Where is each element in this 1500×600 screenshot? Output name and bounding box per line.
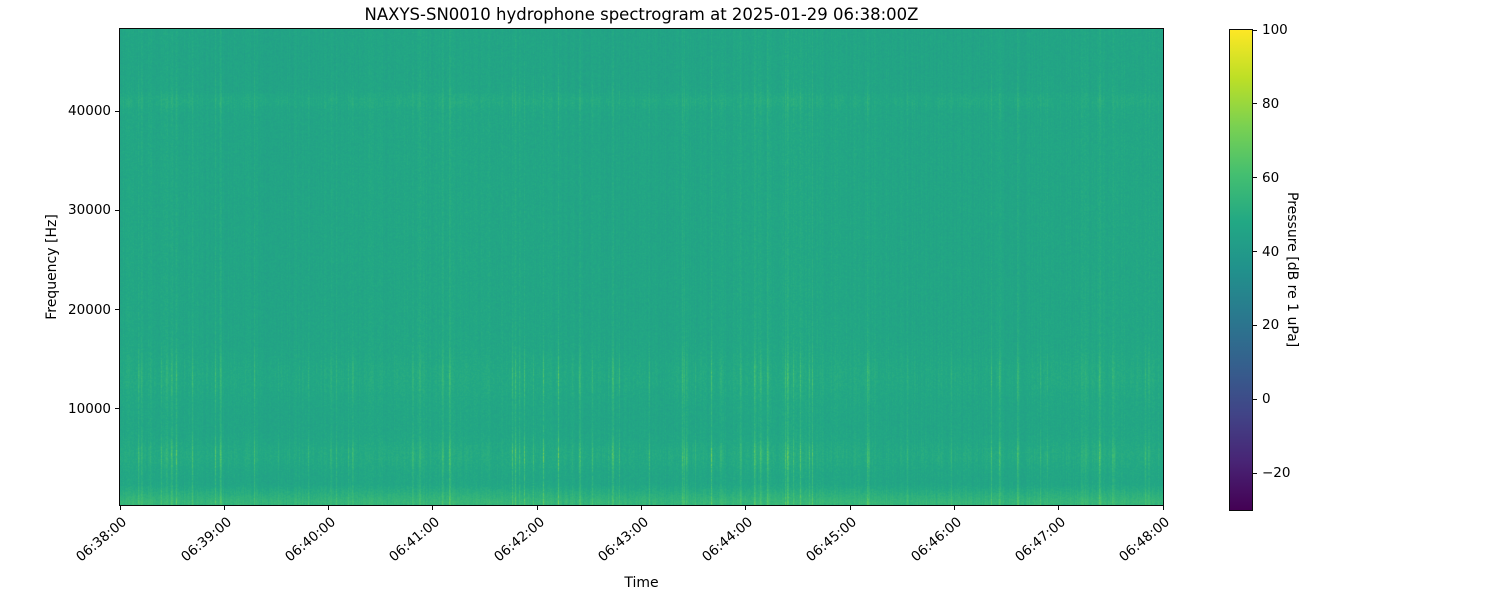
y-tick-mark: [115, 110, 119, 112]
colorbar-label: Pressure [dB re 1 uPa]: [1284, 192, 1300, 348]
y-axis-tick-label: 30000: [68, 202, 111, 219]
x-axis-tick-label: 06:47:00: [1012, 514, 1069, 566]
x-tick-mark: [641, 506, 642, 510]
x-axis-tick-label: 06:41:00: [386, 514, 444, 566]
plot-area: [119, 28, 1164, 506]
x-tick-mark: [849, 506, 851, 510]
x-tick-mark: [745, 506, 747, 510]
y-axis-label: Frequency [Hz]: [44, 214, 60, 320]
x-tick-mark: [119, 506, 121, 510]
x-axis-label: Time: [624, 575, 659, 591]
y-tick-mark: [115, 209, 119, 211]
colorbar-tick-label: 60: [1262, 169, 1280, 186]
colorbar-tick-mark: [1253, 398, 1257, 400]
x-axis-tick-label: 06:38:00: [73, 514, 131, 566]
x-tick-mark: [536, 506, 538, 510]
colorbar: [1229, 29, 1253, 511]
x-tick-mark: [223, 506, 225, 510]
colorbar-tick-mark: [1253, 251, 1257, 253]
y-tick-mark: [115, 309, 119, 311]
x-axis-tick-label: 06:44:00: [699, 514, 757, 566]
colorbar-tick-label: 0: [1262, 391, 1271, 408]
x-axis-tick-label: 06:46:00: [907, 514, 965, 566]
x-axis-tick-label: 06:40:00: [282, 514, 339, 566]
y-axis-tick-label: 20000: [68, 301, 111, 318]
colorbar-tick-label: 100: [1262, 22, 1288, 38]
plot-title: NAXYS-SN0010 hydrophone spectrogram at 2…: [364, 5, 919, 24]
x-axis-tick-label: 06:45:00: [803, 514, 861, 566]
colorbar-tick-label: 40: [1262, 243, 1280, 260]
x-axis-tick-label: 06:48:00: [1116, 514, 1174, 566]
x-tick-mark: [1162, 506, 1164, 510]
colorbar-tick-label: 20: [1262, 317, 1280, 334]
x-tick-mark: [953, 506, 955, 510]
colorbar-gradient: [1230, 30, 1252, 510]
colorbar-tick-mark: [1253, 472, 1257, 474]
colorbar-tick-mark: [1253, 324, 1257, 326]
colorbar-tick-mark: [1253, 29, 1257, 31]
colorbar-tick-mark: [1253, 177, 1257, 179]
y-axis-tick-label: 40000: [68, 103, 111, 120]
spectrogram-image: [120, 29, 1163, 505]
colorbar-tick-label: 80: [1262, 95, 1280, 112]
y-tick-mark: [115, 408, 119, 410]
x-axis-tick-label: 06:39:00: [177, 514, 235, 566]
x-tick-mark: [1058, 506, 1060, 510]
y-axis-tick-label: 10000: [68, 400, 111, 417]
x-axis-tick-label: 06:42:00: [490, 514, 548, 566]
colorbar-tick-label: −20: [1262, 465, 1291, 482]
colorbar-tick-mark: [1253, 103, 1257, 105]
x-tick-mark: [328, 506, 330, 510]
x-axis-tick-label: 06:43:00: [595, 514, 652, 566]
x-tick-mark: [432, 506, 434, 510]
